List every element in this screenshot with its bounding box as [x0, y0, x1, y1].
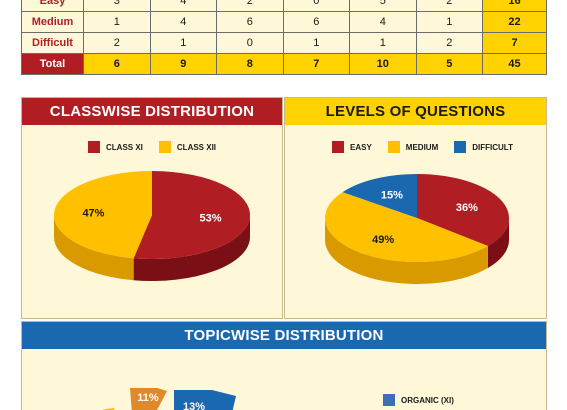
legend-item: EASY [332, 141, 372, 153]
legend-label: DIFFICULT [472, 142, 513, 152]
table-cell: 9 [149, 53, 217, 75]
table-cell: 3 [83, 0, 151, 12]
summary-table: Easy 3 4 2 0 5 2 16 Medium 1 4 6 6 4 1 22 Difficult 2 1 0 1 1… [21, 0, 547, 75]
row-total: 7 [482, 32, 547, 54]
pie-slice-label: 36% [456, 202, 478, 214]
legend-item: MEDIUM [387, 141, 439, 153]
legend-swatch [88, 141, 100, 153]
pie-slice-label: 47% [82, 208, 104, 220]
legend-item: ORGANIC (XI) [383, 394, 454, 406]
table-cell: 6 [282, 11, 350, 33]
table-cell: 10 [349, 53, 417, 75]
pie-slice [53, 171, 152, 259]
table-cell: 0 [282, 0, 350, 12]
pie-slice-label: 49% [372, 234, 394, 246]
row-label: Easy [21, 0, 84, 12]
legend-swatch [387, 141, 400, 153]
table-cell: 5 [415, 53, 483, 75]
levels-panel: LEVELS OF QUESTIONS EASY MEDIUM DIFFICULT … [284, 97, 547, 319]
legend-swatch [454, 141, 467, 153]
topicwise-title: TOPICWISE DISTRIBUTION [22, 322, 546, 349]
table-cell: 5 [349, 0, 417, 12]
table-cell: 1 [349, 32, 417, 54]
classwise-title: CLASSWISE DISTRIBUTION [22, 98, 282, 125]
legend-item: DIFFICULT [454, 141, 513, 153]
pie-slice [133, 171, 250, 259]
topicwise-legend: ORGANIC (XI) [383, 394, 470, 406]
levels-legend: EASY MEDIUM DIFFICULT [332, 141, 529, 153]
table-cell: 8 [216, 53, 284, 75]
table-cell: 6 [216, 11, 284, 33]
legend-label: CLASS XI [106, 142, 143, 152]
table-cell: 4 [149, 11, 217, 33]
row-label: Medium [21, 11, 84, 33]
classwise-legend: CLASS XI CLASS XII [88, 141, 232, 153]
table-cell: 7 [282, 53, 350, 75]
pie-slice-side [133, 215, 250, 281]
pie-slice-label: 15% [381, 189, 403, 201]
legend-swatch [158, 141, 171, 153]
row-label: Difficult [21, 32, 84, 54]
legend-label: MEDIUM [405, 142, 439, 152]
pie-slice [174, 390, 236, 410]
table-cell: 6 [83, 53, 151, 75]
table-row: Total 6 9 8 7 10 5 45 [21, 53, 547, 75]
row-total: 22 [482, 11, 547, 33]
legend-label: CLASS XII [176, 142, 217, 152]
pie-slice-label: 53% [200, 212, 222, 224]
table-cell: 1 [83, 11, 151, 33]
table-cell: 1 [282, 32, 350, 54]
legend-item: CLASS XII [158, 141, 217, 153]
legend-swatch [332, 141, 344, 153]
pie-slice-label: 13% [183, 401, 205, 410]
levels-title: LEVELS OF QUESTIONS [285, 98, 546, 125]
table-cell: 4 [349, 11, 417, 33]
legend-swatch [383, 394, 395, 406]
table-cell: 2 [415, 32, 483, 54]
table-row: Difficult 2 1 0 1 1 2 7 [21, 32, 547, 54]
pie-slice-side [325, 218, 488, 285]
levels-pie-chart: 36% 49% 15% [324, 174, 510, 285]
pie-slice [130, 388, 167, 410]
pie-slice-side [487, 218, 509, 269]
pie-slice [417, 174, 510, 247]
classwise-panel: CLASSWISE DISTRIBUTION CLASS XI CLASS XII… [21, 97, 283, 319]
topicwise-panel: TOPICWISE DISTRIBUTION 11% 13% ORGANIC (X… [21, 321, 547, 410]
row-total: 45 [482, 53, 547, 75]
table-cell: 2 [216, 0, 284, 12]
table-cell: 2 [415, 0, 483, 12]
pie-slice-side [54, 215, 134, 281]
table-cell: 0 [216, 32, 284, 54]
row-total: 16 [482, 0, 547, 12]
legend-label: ORGANIC (XI) [401, 395, 454, 405]
legend-label: EASY [350, 142, 372, 152]
table-row: Medium 1 4 6 6 4 1 22 [21, 11, 547, 33]
legend-item: CLASS XI [88, 141, 143, 153]
table-cell: 1 [415, 11, 483, 33]
topicwise-pie-chart: 11% 13% [101, 388, 236, 410]
row-label: Total [21, 53, 84, 75]
table-cell: 2 [83, 32, 151, 54]
table-cell: 1 [149, 32, 217, 54]
table-cell: 4 [149, 0, 217, 12]
pie-slice [342, 174, 417, 218]
pie-slice [324, 192, 488, 263]
pie-slice-label: 11% [137, 392, 159, 404]
classwise-pie-chart: 53% 47% [53, 171, 250, 281]
table-row: Easy 3 4 2 0 5 2 16 [21, 0, 547, 12]
